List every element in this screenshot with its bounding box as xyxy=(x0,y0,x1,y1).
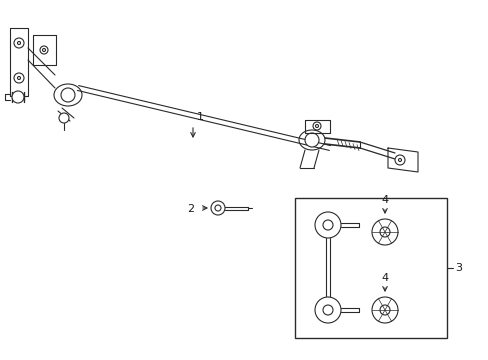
Circle shape xyxy=(379,305,389,315)
Circle shape xyxy=(61,88,75,102)
Circle shape xyxy=(315,125,318,127)
Bar xyxy=(294,198,446,338)
Text: 4: 4 xyxy=(381,195,388,205)
Circle shape xyxy=(312,122,320,130)
Text: 1: 1 xyxy=(197,112,203,122)
Circle shape xyxy=(314,212,340,238)
Circle shape xyxy=(14,73,24,83)
Circle shape xyxy=(305,133,318,147)
Circle shape xyxy=(314,297,340,323)
Circle shape xyxy=(371,297,397,323)
Circle shape xyxy=(12,91,24,103)
Circle shape xyxy=(398,158,401,162)
Circle shape xyxy=(42,49,45,51)
Circle shape xyxy=(59,113,69,123)
Circle shape xyxy=(394,155,404,165)
Circle shape xyxy=(18,41,20,45)
Circle shape xyxy=(215,205,221,211)
Circle shape xyxy=(40,46,48,54)
Text: 4: 4 xyxy=(381,273,388,283)
Circle shape xyxy=(14,38,24,48)
Circle shape xyxy=(379,227,389,237)
Circle shape xyxy=(210,201,224,215)
Text: 2: 2 xyxy=(186,204,194,214)
Circle shape xyxy=(323,305,332,315)
Circle shape xyxy=(18,77,20,80)
Circle shape xyxy=(323,220,332,230)
Circle shape xyxy=(371,219,397,245)
Text: 3: 3 xyxy=(454,263,461,273)
